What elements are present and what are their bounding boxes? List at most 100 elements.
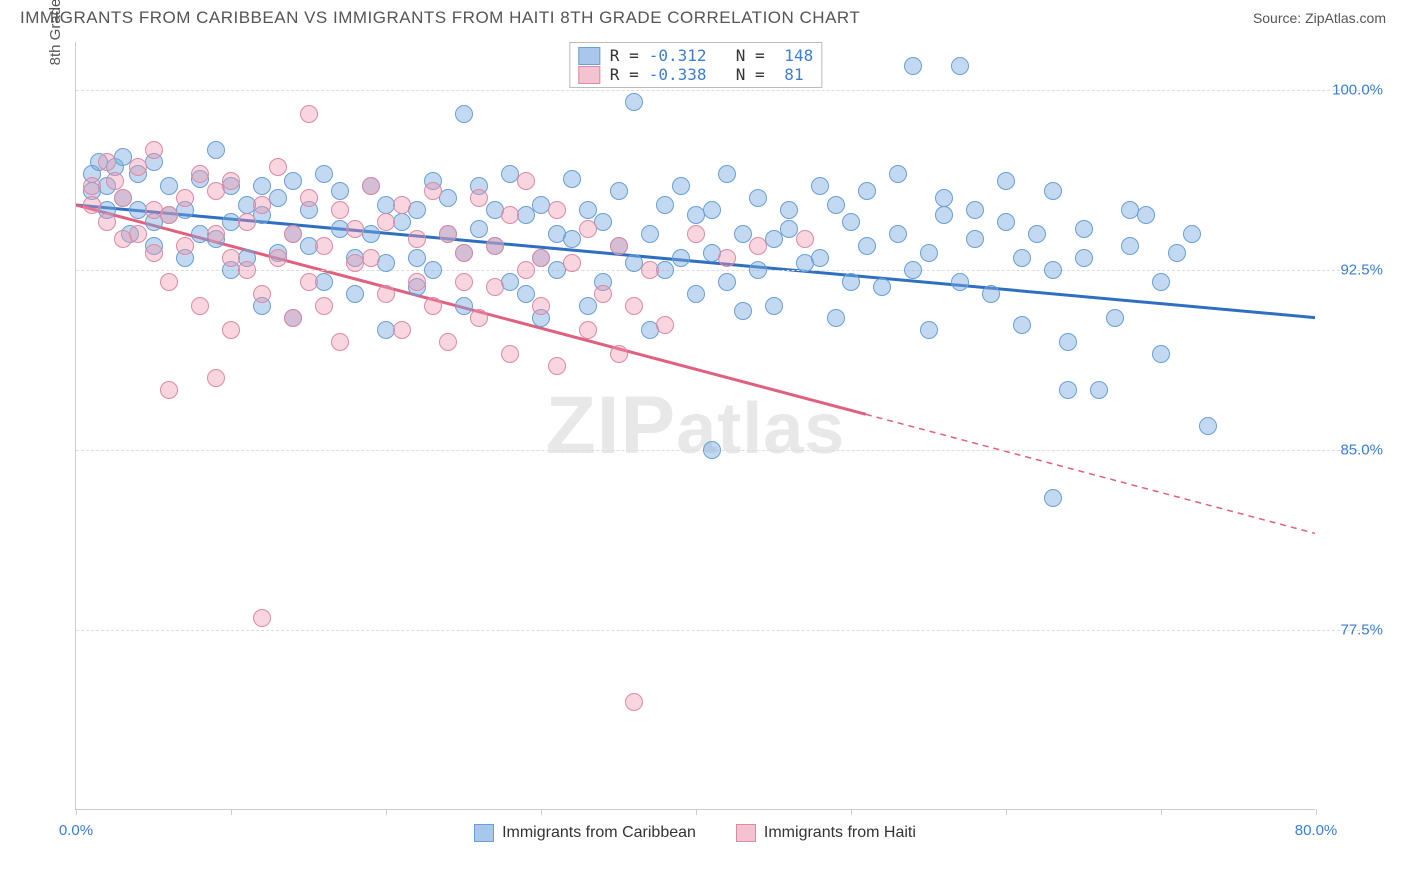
scatter-point xyxy=(160,381,178,399)
r-label: R = xyxy=(610,46,639,65)
scatter-point xyxy=(517,261,535,279)
scatter-point xyxy=(408,249,426,267)
gridline xyxy=(76,270,1375,271)
scatter-point xyxy=(811,249,829,267)
scatter-point xyxy=(253,177,271,195)
scatter-point xyxy=(1044,489,1062,507)
scatter-point xyxy=(269,189,287,207)
scatter-point xyxy=(625,693,643,711)
scatter-point xyxy=(734,302,752,320)
scatter-point xyxy=(610,345,628,363)
chart-source: Source: ZipAtlas.com xyxy=(1253,10,1386,26)
correlation-legend: R = -0.312 N = 148R = -0.338 N = 81 xyxy=(569,42,822,88)
scatter-point xyxy=(470,189,488,207)
scatter-point xyxy=(656,261,674,279)
stats-row: R = -0.312 N = 148 xyxy=(578,46,813,65)
scatter-point xyxy=(176,189,194,207)
scatter-point xyxy=(284,309,302,327)
scatter-point xyxy=(579,297,597,315)
scatter-point xyxy=(796,230,814,248)
legend-swatch xyxy=(578,66,600,84)
scatter-point xyxy=(424,182,442,200)
scatter-point xyxy=(889,225,907,243)
legend-item: Immigrants from Caribbean xyxy=(474,824,696,842)
x-tick xyxy=(696,809,697,815)
scatter-point xyxy=(935,189,953,207)
scatter-point xyxy=(997,172,1015,190)
scatter-point xyxy=(377,213,395,231)
scatter-point xyxy=(780,201,798,219)
scatter-point xyxy=(656,196,674,214)
n-label: N = xyxy=(717,46,765,65)
scatter-point xyxy=(1044,261,1062,279)
x-tick xyxy=(386,809,387,815)
scatter-point xyxy=(393,196,411,214)
scatter-point xyxy=(253,196,271,214)
scatter-point xyxy=(222,321,240,339)
scatter-point xyxy=(532,297,550,315)
scatter-point xyxy=(904,57,922,75)
scatter-point xyxy=(377,254,395,272)
scatter-point xyxy=(563,254,581,272)
scatter-point xyxy=(1044,182,1062,200)
scatter-point xyxy=(1075,220,1093,238)
scatter-point xyxy=(951,57,969,75)
scatter-point xyxy=(424,297,442,315)
scatter-point xyxy=(1137,206,1155,224)
scatter-point xyxy=(222,172,240,190)
scatter-point xyxy=(1121,237,1139,255)
scatter-point xyxy=(331,182,349,200)
scatter-point xyxy=(362,249,380,267)
scatter-point xyxy=(315,165,333,183)
scatter-point xyxy=(920,321,938,339)
scatter-point xyxy=(331,333,349,351)
scatter-point xyxy=(749,237,767,255)
scatter-point xyxy=(610,237,628,255)
scatter-point xyxy=(827,196,845,214)
scatter-point xyxy=(362,225,380,243)
scatter-point xyxy=(346,285,364,303)
scatter-point xyxy=(579,220,597,238)
chart-title: IMMIGRANTS FROM CARIBBEAN VS IMMIGRANTS … xyxy=(20,8,860,28)
trend-line-dashed xyxy=(866,414,1315,533)
scatter-point xyxy=(331,201,349,219)
scatter-point xyxy=(610,182,628,200)
scatter-point xyxy=(83,177,101,195)
watermark: ZIPatlas xyxy=(546,379,846,473)
scatter-point xyxy=(238,261,256,279)
r-label: R = xyxy=(610,65,639,84)
scatter-point xyxy=(222,249,240,267)
legend-swatch xyxy=(736,824,756,842)
scatter-point xyxy=(734,225,752,243)
scatter-point xyxy=(160,177,178,195)
scatter-point xyxy=(641,225,659,243)
scatter-point xyxy=(563,170,581,188)
scatter-point xyxy=(408,273,426,291)
scatter-point xyxy=(424,261,442,279)
scatter-point xyxy=(873,278,891,296)
scatter-point xyxy=(145,244,163,262)
scatter-point xyxy=(703,441,721,459)
scatter-point xyxy=(393,213,411,231)
scatter-point xyxy=(83,196,101,214)
scatter-point xyxy=(1013,316,1031,334)
scatter-point xyxy=(253,609,271,627)
scatter-point xyxy=(408,230,426,248)
plot-area: ZIPatlas R = -0.312 N = 148R = -0.338 N … xyxy=(75,42,1315,810)
scatter-point xyxy=(517,172,535,190)
scatter-point xyxy=(765,297,783,315)
scatter-point xyxy=(594,213,612,231)
scatter-point xyxy=(284,172,302,190)
trend-lines xyxy=(76,42,1315,809)
scatter-point xyxy=(315,237,333,255)
chart-header: IMMIGRANTS FROM CARIBBEAN VS IMMIGRANTS … xyxy=(0,0,1406,32)
stats-row: R = -0.338 N = 81 xyxy=(578,65,813,84)
scatter-point xyxy=(176,237,194,255)
scatter-point xyxy=(455,244,473,262)
n-value: 81 xyxy=(775,65,804,84)
scatter-point xyxy=(966,230,984,248)
scatter-point xyxy=(253,285,271,303)
scatter-point xyxy=(315,273,333,291)
y-tick-label: 85.0% xyxy=(1340,442,1383,459)
scatter-point xyxy=(858,182,876,200)
